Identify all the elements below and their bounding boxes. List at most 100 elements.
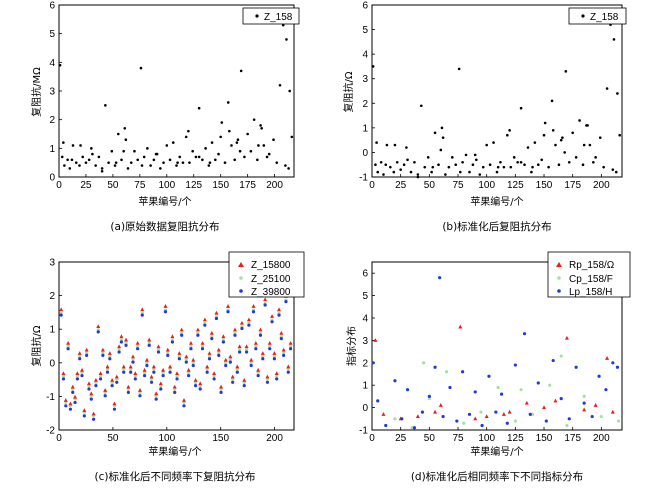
data-point-z-158 xyxy=(260,126,263,130)
data-point-z-158 xyxy=(233,158,237,162)
data-point-cp-158-f xyxy=(513,419,517,423)
data-point-z-39800 xyxy=(105,370,110,374)
data-point-z-158 xyxy=(62,141,65,144)
data-point-rp-158- xyxy=(458,324,463,329)
data-point-z-25100 xyxy=(275,374,279,378)
data-point-z-25100 xyxy=(268,344,272,348)
data-point-z-158 xyxy=(574,156,578,159)
data-point-z-158 xyxy=(257,144,260,147)
data-point-z-25100 xyxy=(78,354,82,358)
y-axis-label: 复阻抗/Ω xyxy=(30,325,43,366)
data-point-z-25100 xyxy=(265,377,270,381)
data-point-z-158 xyxy=(175,164,178,167)
data-point-z-158 xyxy=(113,164,117,167)
data-point-z-15800 xyxy=(144,357,149,362)
data-point-z-158 xyxy=(578,119,581,122)
data-point-z-158 xyxy=(188,161,191,164)
legend-marker-z39800 xyxy=(239,289,243,293)
data-point-z-158 xyxy=(382,173,385,176)
data-point-rp-158- xyxy=(553,398,558,403)
data-point-z-39800 xyxy=(92,417,96,421)
x-tick-label: 175 xyxy=(239,180,256,191)
x-axis-label: 苹果编号/个 xyxy=(470,195,523,208)
y-tick-label: 5 xyxy=(362,291,368,302)
data-point-z-39800 xyxy=(256,373,260,378)
data-point-z-15800 xyxy=(281,347,286,352)
data-point-z-158 xyxy=(531,165,534,169)
data-point-z-158 xyxy=(457,67,461,71)
data-point-z-39800 xyxy=(66,347,70,351)
data-point-z-158 xyxy=(139,66,143,70)
data-point-z-158 xyxy=(181,161,185,164)
data-point-z-158 xyxy=(405,146,408,149)
data-point-z-158 xyxy=(81,155,85,159)
data-point-z-15800 xyxy=(239,320,244,325)
caption: (c)标准化后不同频率下复阻抗分布 xyxy=(95,470,256,483)
data-point-z-15800 xyxy=(89,391,94,396)
data-point-z-158 xyxy=(84,161,88,164)
data-point-z-158 xyxy=(249,149,253,153)
data-point-z-25100 xyxy=(156,348,161,352)
data-point-z-39800 xyxy=(89,397,93,401)
data-point-z-158 xyxy=(464,153,468,157)
data-point-z-158 xyxy=(459,170,462,174)
data-point-z-158 xyxy=(495,170,499,174)
data-point-z-15800 xyxy=(226,304,231,308)
series-z158 xyxy=(58,20,294,173)
x-tick-label: 100 xyxy=(158,433,175,444)
y-tick-label: 6 xyxy=(362,1,368,12)
data-point-z-39800 xyxy=(122,370,126,374)
data-point-z-25100 xyxy=(168,367,172,371)
data-point-z-15800 xyxy=(212,371,217,376)
data-point-lp-158-h xyxy=(522,332,527,336)
data-point-z-158 xyxy=(551,129,555,132)
data-point-z-158 xyxy=(187,129,190,133)
data-point-z-39800 xyxy=(108,357,112,361)
data-point-z-25100 xyxy=(261,354,265,358)
data-point-z-15800 xyxy=(121,364,126,369)
x-axis-label: 苹果编号/个 xyxy=(148,445,201,458)
data-point-z-39800 xyxy=(279,337,283,341)
data-point-z-25100 xyxy=(133,374,137,378)
data-point-z-39800 xyxy=(124,343,128,347)
data-point-z-158 xyxy=(149,164,152,167)
x-tick-label: 175 xyxy=(564,180,581,191)
data-point-z-39800 xyxy=(270,320,274,324)
data-point-z-158 xyxy=(126,167,130,170)
data-point-z-39800 xyxy=(282,353,286,358)
data-point-z-15800 xyxy=(135,341,140,345)
data-point-z-39800 xyxy=(96,330,100,334)
data-point-z-15800 xyxy=(195,327,200,332)
data-point-z-25100 xyxy=(117,348,121,352)
data-point-z-158 xyxy=(540,158,544,162)
data-point-z-15800 xyxy=(124,337,129,342)
data-point-z-158 xyxy=(431,165,435,169)
data-point-lp-158-h xyxy=(473,390,477,394)
data-point-z-39800 xyxy=(228,360,232,364)
data-point-z-158 xyxy=(238,149,242,153)
data-point-z-158 xyxy=(114,161,118,164)
data-point-cp-158-f xyxy=(462,421,466,425)
data-point-z-39800 xyxy=(242,384,246,388)
data-point-z-39800 xyxy=(154,397,158,401)
data-point-z-15800 xyxy=(286,364,291,369)
data-point-z-15800 xyxy=(112,401,117,406)
data-point-z-39800 xyxy=(217,353,221,358)
x-tick-label: 25 xyxy=(395,433,407,444)
data-point-z-39800 xyxy=(238,350,242,354)
data-point-z-25100 xyxy=(212,374,216,378)
data-point-z-158 xyxy=(485,143,488,147)
data-point-cp-158-f xyxy=(410,426,414,430)
data-point-z-158 xyxy=(136,158,139,162)
data-point-z-15800 xyxy=(228,354,233,359)
data-point-z-39800 xyxy=(240,326,244,331)
data-point-z-25100 xyxy=(189,344,193,348)
data-point-z-39800 xyxy=(75,377,79,381)
data-point-z-15800 xyxy=(128,364,133,369)
data-point-lp-158-h xyxy=(582,401,586,405)
data-point-cp-158-f xyxy=(599,414,603,419)
x-tick-label: 75 xyxy=(452,180,464,191)
data-point-z-158 xyxy=(278,83,282,87)
data-point-z-39800 xyxy=(265,380,270,384)
data-point-z-25100 xyxy=(191,361,195,365)
